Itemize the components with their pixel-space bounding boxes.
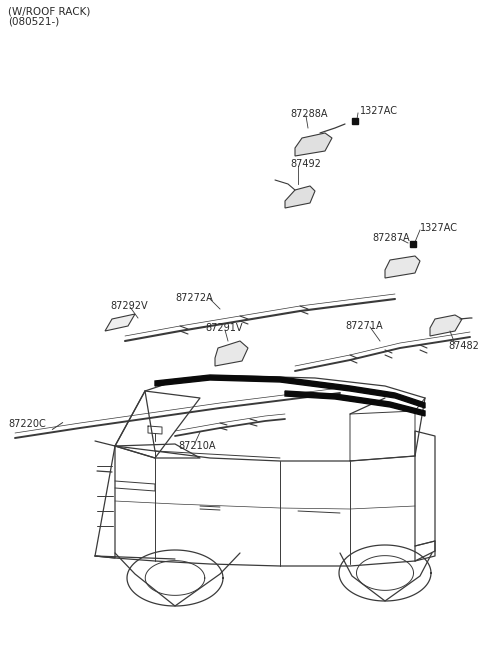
Text: 87291V: 87291V <box>205 323 242 333</box>
Polygon shape <box>285 391 425 416</box>
Text: 87220C: 87220C <box>8 419 46 429</box>
Text: 87272A: 87272A <box>175 293 213 303</box>
Polygon shape <box>430 315 462 336</box>
Text: 87292V: 87292V <box>110 301 148 311</box>
Text: 87288A: 87288A <box>290 109 327 119</box>
Text: 87482: 87482 <box>448 341 479 351</box>
Polygon shape <box>285 186 315 208</box>
Polygon shape <box>295 133 332 156</box>
Bar <box>410 241 416 247</box>
Text: 87492: 87492 <box>290 159 321 169</box>
Text: 1327AC: 1327AC <box>420 223 458 233</box>
Text: (080521-): (080521-) <box>8 17 59 27</box>
Text: (W/ROOF RACK): (W/ROOF RACK) <box>8 6 90 16</box>
Text: 1327AC: 1327AC <box>360 106 398 116</box>
Polygon shape <box>215 341 248 366</box>
Text: 87287A: 87287A <box>372 233 409 243</box>
Polygon shape <box>105 314 135 331</box>
Text: 87271A: 87271A <box>345 321 383 331</box>
Polygon shape <box>385 256 420 278</box>
Bar <box>352 118 358 124</box>
Polygon shape <box>155 375 425 408</box>
Text: 87210A: 87210A <box>178 441 216 451</box>
